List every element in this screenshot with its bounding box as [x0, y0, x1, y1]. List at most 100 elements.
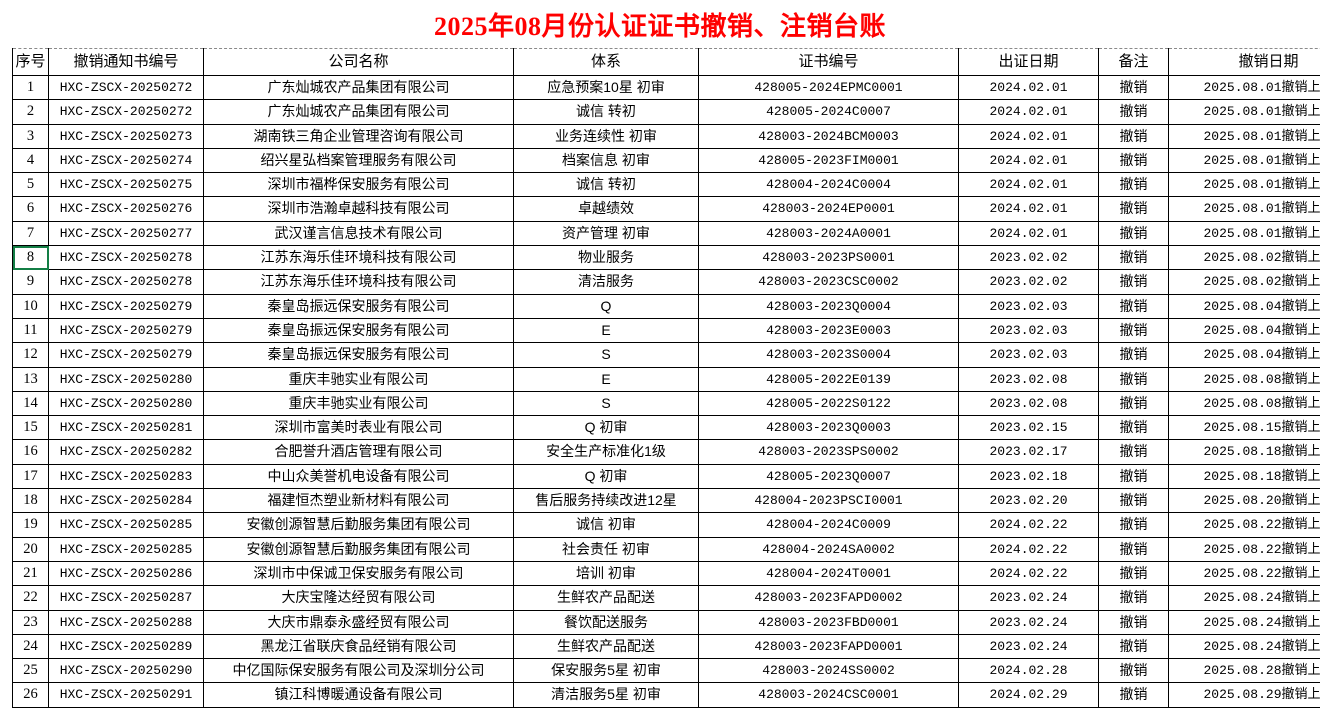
cell-issue-date[interactable]: 2023.02.17	[959, 440, 1099, 464]
cell-index[interactable]: 23	[13, 610, 49, 634]
cell-index[interactable]: 7	[13, 221, 49, 245]
cell-index[interactable]: 3	[13, 124, 49, 148]
cell-certificate-number[interactable]: 428003-2023FAPD0002	[699, 586, 959, 610]
cell-company-name[interactable]: 重庆丰驰实业有限公司	[204, 367, 514, 391]
cell-system[interactable]: 生鲜农产品配送	[514, 634, 699, 658]
cell-system[interactable]: 清洁服务	[514, 270, 699, 294]
cell-certificate-number[interactable]: 428005-2024C0007	[699, 100, 959, 124]
cell-remark[interactable]: 撤销	[1099, 561, 1169, 585]
cell-remark[interactable]: 撤销	[1099, 440, 1169, 464]
cell-remark[interactable]: 撤销	[1099, 173, 1169, 197]
cell-remark[interactable]: 撤销	[1099, 197, 1169, 221]
cell-company-name[interactable]: 重庆丰驰实业有限公司	[204, 391, 514, 415]
cell-index[interactable]: 16	[13, 440, 49, 464]
cell-revoke-date[interactable]: 2025.08.15撤销上报	[1169, 416, 1320, 440]
cell-system[interactable]: Q	[514, 294, 699, 318]
cell-certificate-number[interactable]: 428003-2024A0001	[699, 221, 959, 245]
cell-notice-number[interactable]: HXC-ZSCX-20250291	[49, 683, 204, 707]
cell-system[interactable]: 诚信 转初	[514, 100, 699, 124]
cell-company-name[interactable]: 安徽创源智慧后勤服务集团有限公司	[204, 537, 514, 561]
cell-remark[interactable]: 撤销	[1099, 464, 1169, 488]
cell-remark[interactable]: 撤销	[1099, 246, 1169, 270]
cell-notice-number[interactable]: HXC-ZSCX-20250281	[49, 416, 204, 440]
cell-issue-date[interactable]: 2023.02.02	[959, 270, 1099, 294]
cell-notice-number[interactable]: HXC-ZSCX-20250282	[49, 440, 204, 464]
cell-notice-number[interactable]: HXC-ZSCX-20250279	[49, 343, 204, 367]
cell-certificate-number[interactable]: 428003-2024BCM0003	[699, 124, 959, 148]
cell-issue-date[interactable]: 2023.02.18	[959, 464, 1099, 488]
cell-system[interactable]: 档案信息 初审	[514, 148, 699, 172]
cell-remark[interactable]: 撤销	[1099, 318, 1169, 342]
cell-revoke-date[interactable]: 2025.08.01撤销上报	[1169, 76, 1320, 100]
cell-certificate-number[interactable]: 428003-2023E0003	[699, 318, 959, 342]
cell-system[interactable]: Q 初审	[514, 416, 699, 440]
cell-system[interactable]: 卓越绩效	[514, 197, 699, 221]
cell-system[interactable]: 餐饮配送服务	[514, 610, 699, 634]
cell-revoke-date[interactable]: 2025.08.28撤销上报	[1169, 659, 1320, 683]
cell-issue-date[interactable]: 2023.02.24	[959, 634, 1099, 658]
cell-certificate-number[interactable]: 428003-2023Q0003	[699, 416, 959, 440]
cell-remark[interactable]: 撤销	[1099, 221, 1169, 245]
cell-certificate-number[interactable]: 428004-2023PSCI0001	[699, 489, 959, 513]
cell-revoke-date[interactable]: 2025.08.24撤销上报	[1169, 610, 1320, 634]
cell-revoke-date[interactable]: 2025.08.08撤销上报	[1169, 391, 1320, 415]
cell-notice-number[interactable]: HXC-ZSCX-20250280	[49, 391, 204, 415]
cell-issue-date[interactable]: 2024.02.01	[959, 197, 1099, 221]
cell-remark[interactable]: 撤销	[1099, 659, 1169, 683]
cell-remark[interactable]: 撤销	[1099, 148, 1169, 172]
cell-notice-number[interactable]: HXC-ZSCX-20250279	[49, 318, 204, 342]
cell-company-name[interactable]: 秦皇岛振远保安服务有限公司	[204, 343, 514, 367]
cell-issue-date[interactable]: 2024.02.01	[959, 148, 1099, 172]
cell-notice-number[interactable]: HXC-ZSCX-20250280	[49, 367, 204, 391]
cell-system[interactable]: S	[514, 391, 699, 415]
cell-company-name[interactable]: 合肥誉升酒店管理有限公司	[204, 440, 514, 464]
cell-company-name[interactable]: 江苏东海乐佳环境科技有限公司	[204, 270, 514, 294]
cell-index[interactable]: 22	[13, 586, 49, 610]
cell-notice-number[interactable]: HXC-ZSCX-20250276	[49, 197, 204, 221]
cell-index[interactable]: 11	[13, 318, 49, 342]
cell-company-name[interactable]: 秦皇岛振远保安服务有限公司	[204, 318, 514, 342]
cell-notice-number[interactable]: HXC-ZSCX-20250288	[49, 610, 204, 634]
cell-certificate-number[interactable]: 428003-2023FBD0001	[699, 610, 959, 634]
cell-notice-number[interactable]: HXC-ZSCX-20250287	[49, 586, 204, 610]
cell-revoke-date[interactable]: 2025.08.29撤销上报	[1169, 683, 1320, 707]
cell-certificate-number[interactable]: 428003-2023SPS0002	[699, 440, 959, 464]
cell-revoke-date[interactable]: 2025.08.01撤销上报	[1169, 173, 1320, 197]
cell-system[interactable]: 诚信 转初	[514, 173, 699, 197]
cell-company-name[interactable]: 大庆宝隆达经贸有限公司	[204, 586, 514, 610]
cell-certificate-number[interactable]: 428004-2024SA0002	[699, 537, 959, 561]
cell-revoke-date[interactable]: 2025.08.01撤销上报	[1169, 221, 1320, 245]
cell-remark[interactable]: 撤销	[1099, 100, 1169, 124]
cell-notice-number[interactable]: HXC-ZSCX-20250278	[49, 246, 204, 270]
cell-revoke-date[interactable]: 2025.08.08撤销上报	[1169, 367, 1320, 391]
cell-revoke-date[interactable]: 2025.08.18撤销上报	[1169, 464, 1320, 488]
cell-remark[interactable]: 撤销	[1099, 586, 1169, 610]
cell-notice-number[interactable]: HXC-ZSCX-20250290	[49, 659, 204, 683]
cell-remark[interactable]: 撤销	[1099, 391, 1169, 415]
cell-certificate-number[interactable]: 428005-2022S0122	[699, 391, 959, 415]
cell-notice-number[interactable]: HXC-ZSCX-20250275	[49, 173, 204, 197]
cell-system[interactable]: 培训 初审	[514, 561, 699, 585]
cell-index[interactable]: 14	[13, 391, 49, 415]
cell-revoke-date[interactable]: 2025.08.20撤销上报	[1169, 489, 1320, 513]
cell-system[interactable]: 社会责任 初审	[514, 537, 699, 561]
cell-system[interactable]: Q 初审	[514, 464, 699, 488]
cell-notice-number[interactable]: HXC-ZSCX-20250285	[49, 513, 204, 537]
cell-revoke-date[interactable]: 2025.08.02撤销上报	[1169, 246, 1320, 270]
cell-revoke-date[interactable]: 2025.08.22撤销上报	[1169, 513, 1320, 537]
